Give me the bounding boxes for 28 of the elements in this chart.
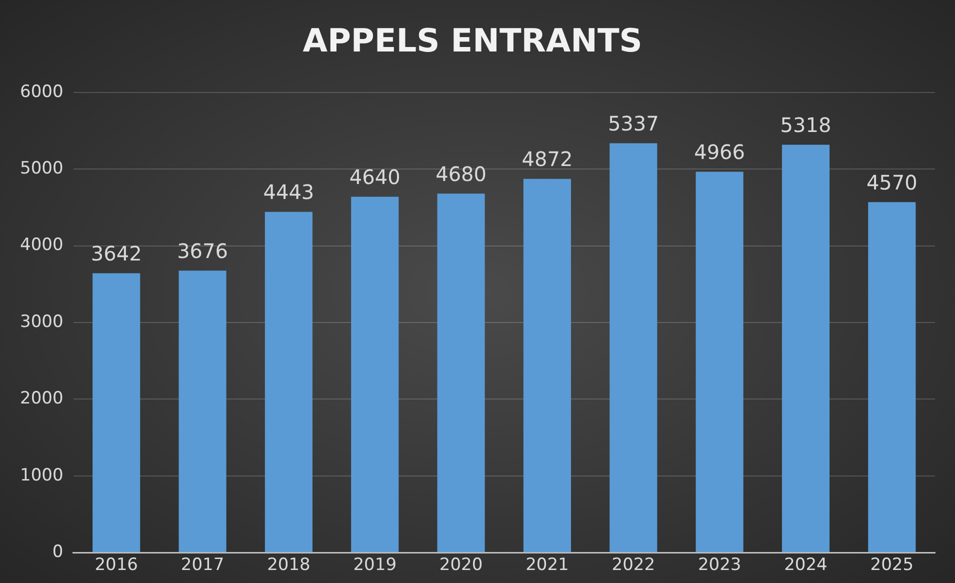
x-tick-label: 2020 bbox=[439, 555, 483, 576]
x-tick-label: 2023 bbox=[698, 555, 742, 576]
data-label: 5318 bbox=[780, 112, 832, 137]
x-tick-label: 2022 bbox=[612, 555, 656, 576]
x-tick-label: 2019 bbox=[353, 555, 397, 576]
x-tick-label: 2025 bbox=[870, 555, 914, 576]
y-tick-label: 1000 bbox=[20, 465, 64, 486]
y-tick-label: 3000 bbox=[20, 312, 64, 332]
data-label: 3642 bbox=[90, 241, 142, 266]
y-tick-label: 4000 bbox=[20, 235, 64, 256]
data-label: 4966 bbox=[694, 140, 746, 164]
x-tick-label: 2024 bbox=[784, 555, 828, 576]
chart-title: APPELS ENTRANTS bbox=[302, 22, 642, 60]
y-tick-label: 2000 bbox=[20, 388, 64, 409]
data-label: 3676 bbox=[177, 238, 228, 263]
x-tick-label: 2016 bbox=[94, 555, 138, 576]
x-tick-label: 2021 bbox=[526, 555, 569, 576]
data-label: 4640 bbox=[349, 164, 400, 189]
y-tick-label: 5000 bbox=[20, 158, 64, 179]
data-label: 5337 bbox=[608, 111, 659, 136]
data-label: 4443 bbox=[263, 180, 314, 204]
x-tick-label: 2017 bbox=[180, 555, 224, 576]
data-label: 4680 bbox=[436, 162, 486, 186]
x-tick-label: 2018 bbox=[267, 555, 310, 576]
data-label: 4872 bbox=[522, 147, 573, 172]
y-tick-label: 0 bbox=[52, 542, 64, 562]
data-label: 4570 bbox=[866, 170, 918, 194]
y-tick-label: 6000 bbox=[20, 82, 64, 102]
